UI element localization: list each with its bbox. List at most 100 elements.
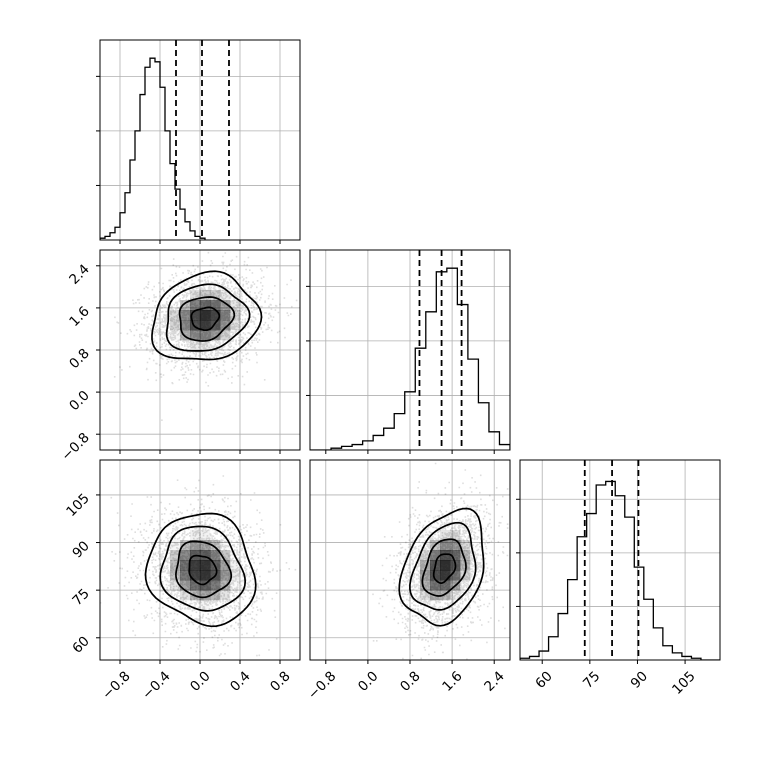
density-cell: [210, 540, 221, 551]
density-cell: [460, 540, 471, 551]
y-tick-label: 0.8: [66, 346, 93, 373]
joint-panel-1-2: [372, 462, 510, 660]
density-cell: [200, 530, 211, 541]
x-tick-label: 0.0: [355, 668, 382, 695]
joint-panel-0-1: [113, 251, 298, 421]
y-tick-label: 0.0: [66, 388, 93, 415]
density-cell: [220, 560, 231, 571]
density-cell: [440, 570, 451, 581]
density-cell: [200, 600, 211, 611]
contour-line: [421, 538, 467, 597]
density-cell: [450, 570, 461, 581]
density-cell: [210, 310, 221, 321]
density-cell: [170, 310, 181, 321]
density-cell: [200, 320, 211, 331]
density-cell: [180, 570, 191, 581]
density-cell: [180, 560, 191, 571]
contour-line: [398, 507, 485, 627]
density-cell: [200, 310, 211, 321]
y-tick-label: 75: [69, 586, 92, 609]
x-tick-label: −0.4: [139, 668, 173, 702]
contour-line: [432, 553, 457, 584]
contour-line: [188, 554, 218, 586]
x-tick-label: 2.4: [481, 668, 508, 695]
density-cell: [200, 560, 211, 571]
density-cell: [190, 530, 201, 541]
density-cell: [210, 580, 221, 591]
x-tick-label: −0.8: [305, 668, 339, 702]
y-tick-label: 1.6: [66, 303, 93, 330]
y-tick-label: 2.4: [66, 261, 93, 288]
density-cell: [200, 570, 211, 581]
density-cell: [190, 580, 201, 591]
histogram-panel-2: [519, 459, 721, 661]
density-cell: [180, 590, 191, 601]
density-cell: [200, 550, 211, 561]
density-cell: [200, 290, 211, 301]
density-cell: [180, 330, 191, 341]
density-cell: [220, 590, 231, 601]
x-tick-label: 90: [628, 668, 651, 691]
density-cell: [190, 540, 201, 551]
density-cell: [190, 300, 201, 311]
density-cell: [200, 340, 211, 351]
contour-line: [178, 296, 236, 342]
x-tick-label: 0.8: [267, 668, 294, 695]
density-cell: [190, 570, 201, 581]
density-cell: [210, 320, 221, 331]
density-cell: [420, 560, 431, 571]
density-cell: [230, 320, 241, 331]
density-cell: [170, 580, 181, 591]
contour-line: [165, 283, 251, 352]
x-tick-label: 0.8: [397, 668, 424, 695]
density-cell: [220, 330, 231, 341]
histogram-param-0: [100, 57, 206, 240]
density-cell: [210, 590, 221, 601]
density-cell: [450, 530, 461, 541]
density-cell: [440, 560, 451, 571]
density-cell: [180, 300, 191, 311]
density-cell: [430, 570, 441, 581]
density-cell: [450, 590, 461, 601]
density-cell: [420, 580, 431, 591]
density-cell: [220, 550, 231, 561]
density-cell: [230, 310, 241, 321]
y-tick-label: 60: [69, 633, 92, 656]
y-tick-label: −0.8: [58, 430, 92, 464]
density-cell: [440, 530, 451, 541]
density-cell: [230, 580, 240, 590]
x-tick-label: 0.4: [227, 668, 254, 695]
contour-line: [190, 306, 221, 332]
density-cell: [460, 550, 471, 561]
density-cell: [420, 590, 431, 601]
density-cell: [180, 310, 191, 321]
density-cell: [180, 540, 191, 551]
density-cell: [180, 320, 191, 331]
contour-line: [175, 540, 233, 599]
x-tick-label: −0.8: [99, 668, 133, 702]
density-cell: [220, 320, 231, 331]
density-cell: [190, 320, 201, 331]
density-cell: [190, 340, 201, 351]
density-cell: [210, 550, 221, 561]
density-cell: [190, 310, 201, 321]
density-cell: [170, 320, 181, 331]
density-cell: [190, 290, 201, 301]
density-cell: [220, 310, 231, 321]
density-cell: [450, 540, 461, 551]
density-cell: [230, 570, 241, 581]
density-cell: [200, 540, 211, 551]
density-cell: [200, 300, 211, 311]
density-cell: [430, 550, 441, 561]
contour-line: [159, 525, 247, 612]
density-cell: [190, 560, 201, 571]
density-cell: [220, 300, 231, 311]
density-cell: [210, 330, 221, 341]
histogram-param-1: [310, 267, 510, 450]
density-cell: [440, 590, 451, 601]
density-cell: [440, 550, 451, 561]
contour-line: [144, 512, 257, 628]
density-cell: [190, 330, 201, 341]
density-cell: [170, 540, 181, 551]
